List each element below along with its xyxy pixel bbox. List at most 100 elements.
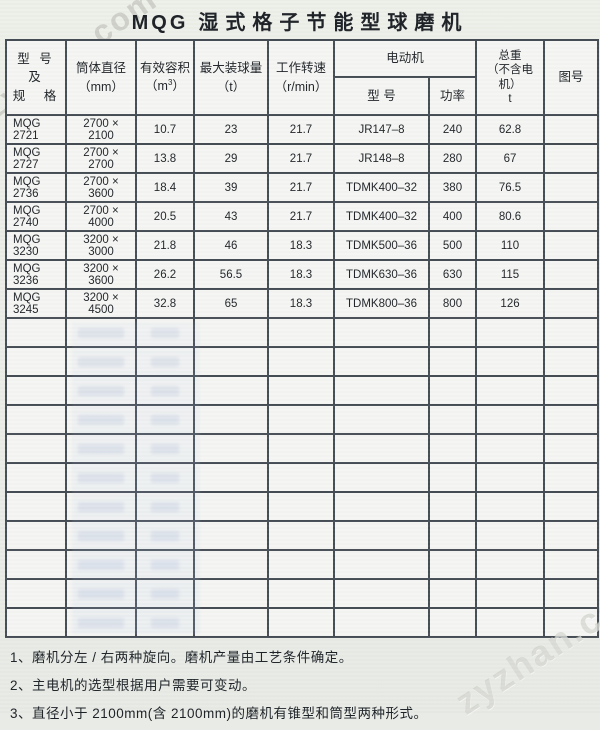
- empty-table-cell: [475, 433, 546, 464]
- scan-showthrough-artifact: [151, 414, 179, 425]
- empty-table-cell: [333, 549, 430, 580]
- scan-showthrough-artifact: [78, 385, 124, 396]
- empty-table-cell: [193, 607, 269, 638]
- empty-table-cell: [65, 549, 137, 580]
- empty-table-cell: [475, 549, 546, 580]
- table-cell: 21.7: [267, 201, 335, 232]
- table-cell: 800: [427, 288, 478, 319]
- header-weight-line1: 总重: [498, 49, 522, 62]
- empty-table-cell: [267, 346, 335, 377]
- scan-showthrough-artifact: [151, 327, 179, 338]
- empty-table-row: [5, 346, 600, 377]
- empty-table-cell: [65, 491, 137, 522]
- empty-table-row: [5, 462, 600, 493]
- empty-table-cell: [5, 549, 67, 580]
- table-cell: TDMK400–32: [333, 201, 430, 232]
- empty-table-row: [5, 433, 600, 464]
- table-cell: 21.7: [267, 114, 335, 145]
- header-speed-line1: 工作转速: [275, 61, 326, 76]
- table-cell: 26.2: [135, 259, 195, 290]
- table-header: 型 号 及 规 格 筒体直径 （mm） 有效容积 （m3） 最大装球量 （t） …: [5, 39, 600, 116]
- table-row: MQG 2721 2700 × 2100 10.7 23 21.7 JR147–8 240 6…: [5, 114, 600, 145]
- empty-table-cell: [475, 578, 546, 609]
- empty-table-cell: [543, 607, 600, 638]
- empty-table-cell: [65, 462, 137, 493]
- footnote-3: 3、直径小于 2100mm(含 2100mm)的磨机有锥型和筒型两种形式。: [10, 706, 428, 721]
- header-diameter-line1: 筒体直径: [75, 61, 126, 76]
- scan-showthrough-artifact: [151, 617, 179, 628]
- empty-table-cell: [475, 375, 546, 406]
- table-cell: [543, 230, 600, 261]
- table-cell: 20.5: [135, 201, 195, 232]
- empty-table-cell: [475, 404, 546, 435]
- empty-table-cell: [5, 433, 67, 464]
- empty-table-cell: [475, 346, 546, 377]
- table-cell: MQG 3236: [5, 259, 67, 290]
- volume-unit-close: ）: [172, 79, 185, 94]
- empty-table-cell: [135, 520, 195, 551]
- scan-showthrough-artifact: [78, 472, 124, 483]
- table-cell: 630: [427, 259, 478, 290]
- header-drawing-no: 图号: [543, 39, 600, 116]
- table-cell: 18.3: [267, 230, 335, 261]
- table-cell: 29: [193, 143, 269, 174]
- empty-table-cell: [475, 462, 546, 493]
- empty-table-cell: [333, 520, 430, 551]
- empty-table-cell: [193, 404, 269, 435]
- table-cell: 46: [193, 230, 269, 261]
- empty-table-cell: [475, 607, 546, 638]
- table-row: MQG 3236 3200 × 3600 26.2 56.5 18.3 TDMK630–3…: [5, 259, 600, 290]
- empty-table-cell: [427, 491, 478, 522]
- header-weight-line3: t: [508, 92, 512, 105]
- scan-showthrough-artifact: [78, 356, 124, 367]
- empty-table-cell: [267, 491, 335, 522]
- table-cell: MQG 2727: [5, 143, 67, 174]
- scan-showthrough-artifact: [151, 356, 179, 367]
- table-cell: 43: [193, 201, 269, 232]
- scan-showthrough-artifact: [78, 588, 124, 599]
- table-cell: MQG 2736: [5, 172, 67, 203]
- empty-table-cell: [267, 375, 335, 406]
- empty-table-cell: [5, 346, 67, 377]
- empty-table-cell: [427, 404, 478, 435]
- empty-table-cell: [333, 404, 430, 435]
- empty-table-row: [5, 375, 600, 406]
- table-cell: 2700 × 3600: [65, 172, 137, 203]
- empty-table-cell: [427, 549, 478, 580]
- empty-table-cell: [333, 462, 430, 493]
- empty-table-cell: [333, 375, 430, 406]
- table-body: MQG 2721 2700 × 2100 10.7 23 21.7 JR147–8 240 6…: [5, 114, 600, 638]
- scan-showthrough-artifact: [78, 443, 124, 454]
- scan-showthrough-artifact: [78, 501, 124, 512]
- empty-table-row: [5, 317, 600, 348]
- empty-table-cell: [333, 491, 430, 522]
- spec-table: 型 号 及 规 格 筒体直径 （mm） 有效容积 （m3） 最大装球量 （t） …: [5, 39, 600, 638]
- empty-table-cell: [65, 433, 137, 464]
- scan-showthrough-artifact: [78, 327, 124, 338]
- empty-table-cell: [193, 520, 269, 551]
- title-main: 湿式格子节能型球磨机: [198, 12, 469, 34]
- empty-table-cell: [135, 549, 195, 580]
- empty-table-cell: [267, 578, 335, 609]
- table-cell: 240: [427, 114, 478, 145]
- header-ball-load-line2: （t）: [216, 79, 246, 94]
- table-cell: TDMK800–36: [333, 288, 430, 319]
- empty-table-cell: [543, 549, 600, 580]
- empty-table-cell: [5, 491, 67, 522]
- empty-table-cell: [193, 375, 269, 406]
- table-cell: JR148–8: [333, 143, 430, 174]
- header-model-line2: 规 格: [12, 88, 60, 103]
- empty-table-cell: [135, 346, 195, 377]
- empty-table-cell: [65, 346, 137, 377]
- empty-table-cell: [427, 346, 478, 377]
- table-cell: 400: [427, 201, 478, 232]
- scan-showthrough-artifact: [151, 385, 179, 396]
- empty-table-cell: [135, 578, 195, 609]
- table-cell: 21.7: [267, 143, 335, 174]
- table-cell: JR147–8: [333, 114, 430, 145]
- table-cell: 76.5: [475, 172, 546, 203]
- table-cell: 18.3: [267, 259, 335, 290]
- header-volume-line2: （m3）: [139, 77, 191, 95]
- empty-table-cell: [5, 607, 67, 638]
- empty-table-cell: [267, 607, 335, 638]
